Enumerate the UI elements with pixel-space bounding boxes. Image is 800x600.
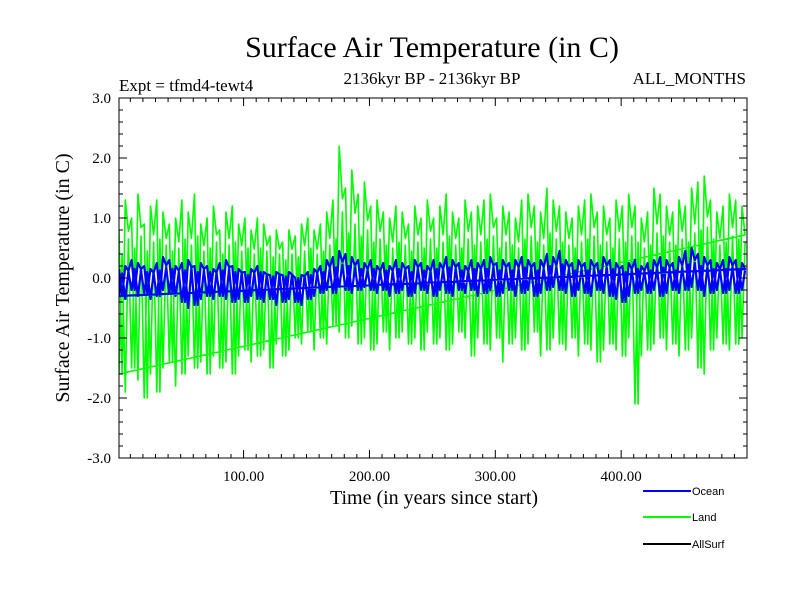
y-tick-label: -2.0 bbox=[87, 391, 111, 407]
x-axis-label: Time (in years since start) bbox=[330, 487, 538, 509]
x-tick-label: 300.00 bbox=[475, 469, 516, 485]
y-minor-ticks bbox=[119, 109, 747, 447]
y-tick-label: 0.0 bbox=[92, 271, 111, 287]
x-axis-ticks: 100.00 200.00 300.00 400.00 bbox=[223, 98, 642, 485]
x-tick-label: 200.00 bbox=[349, 469, 390, 485]
legend: Ocean Land AllSurf bbox=[643, 486, 725, 551]
y-tick-label: 2.0 bbox=[92, 151, 111, 167]
x-minor-ticks bbox=[129, 98, 735, 458]
y-tick-label: 1.0 bbox=[92, 211, 111, 227]
x-tick-label: 100.00 bbox=[223, 469, 264, 485]
legend-item-allsurf: AllSurf bbox=[643, 539, 725, 551]
x-tick-label: 400.00 bbox=[601, 469, 642, 485]
period-label: 2136kyr BP - 2136kyr BP bbox=[344, 69, 521, 88]
experiment-label: Expt = tfmd4-tewt4 bbox=[119, 76, 254, 95]
legend-label-land: Land bbox=[692, 512, 716, 524]
y-axis-label: Surface Air Temperature (in C) bbox=[52, 153, 74, 402]
legend-label-allsurf: AllSurf bbox=[692, 539, 725, 551]
legend-item-ocean: Ocean bbox=[643, 486, 724, 498]
months-label: ALL_MONTHS bbox=[633, 69, 746, 88]
legend-label-ocean: Ocean bbox=[692, 486, 724, 498]
y-axis-ticks: -3.0 -2.0 -1.0 0.0 1.0 2.0 3.0 bbox=[87, 91, 747, 467]
plot-area: 100.00 200.00 300.00 400.00 -3.0 -2.0 -1.0 0.0… bbox=[87, 91, 748, 485]
y-tick-label: -3.0 bbox=[87, 451, 111, 467]
chart-title: Surface Air Temperature (in C) bbox=[245, 31, 619, 64]
y-tick-label: 3.0 bbox=[92, 91, 111, 107]
series-layer bbox=[119, 145, 747, 405]
legend-item-land: Land bbox=[643, 512, 716, 524]
y-tick-label: -1.0 bbox=[87, 331, 111, 347]
series-ocean bbox=[119, 246, 747, 310]
